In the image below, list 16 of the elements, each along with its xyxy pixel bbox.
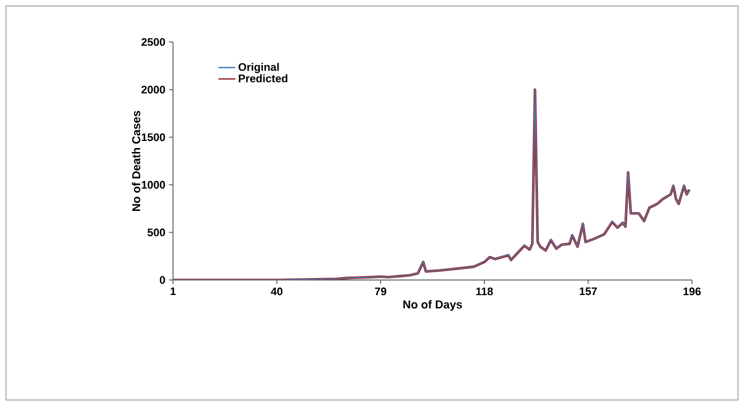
x-tick-label: 40 xyxy=(270,288,282,296)
y-tick-label: 1500 xyxy=(142,133,166,142)
y-tick-label: 1000 xyxy=(142,180,166,189)
y-axis-title: No of Death Cases xyxy=(132,110,140,211)
y-tick-label: 0 xyxy=(160,276,166,284)
x-tick-label: 1 xyxy=(170,288,176,296)
legend-label: Original xyxy=(238,62,279,74)
x-tick-label: 157 xyxy=(580,288,597,296)
x-tick-label: 196 xyxy=(684,288,701,296)
x-tick-label: 79 xyxy=(374,288,386,296)
y-tick-label: 2500 xyxy=(141,38,166,46)
x-axis-title: No of Days xyxy=(403,300,462,311)
y-tick-label: 2000 xyxy=(141,86,166,94)
legend-label: Predicted xyxy=(238,74,288,82)
y-tick-label: 500 xyxy=(148,228,166,236)
x-tick-label: 118 xyxy=(476,288,493,296)
